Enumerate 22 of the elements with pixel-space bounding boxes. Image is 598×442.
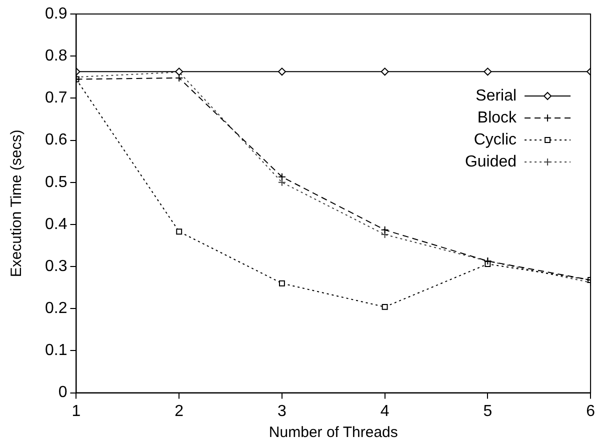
x-tick-label: 3 [278, 402, 287, 420]
x-tick-label: 5 [483, 402, 492, 420]
y-tick-label: 0.9 [44, 5, 68, 22]
y-tick-label: 0.7 [44, 90, 68, 107]
y-axis-title: Execution Time (secs) [8, 130, 26, 278]
y-tick-label: 0.6 [44, 132, 68, 149]
x-tick-label: 1 [72, 402, 81, 420]
x-tick-label: 6 [586, 402, 596, 420]
x-tick-label: 4 [380, 402, 390, 420]
y-tick-label: 0.3 [44, 258, 68, 275]
y-tick-label: 0.5 [44, 174, 68, 191]
y-tick-label: 0.8 [44, 47, 68, 64]
legend-label: Serial [476, 87, 517, 104]
y-tick-label: 0.1 [44, 342, 68, 360]
x-axis-title: Number of Threads [268, 424, 398, 442]
legend-label: Block [477, 109, 518, 126]
y-tick-label: 0.4 [44, 216, 68, 233]
y-tick-label: 0.2 [44, 300, 68, 318]
legend-label: Cyclic [474, 131, 517, 148]
x-tick-label: 2 [174, 402, 184, 420]
y-tick-label: 0 [58, 384, 68, 402]
legend-label: Guided [464, 153, 517, 170]
